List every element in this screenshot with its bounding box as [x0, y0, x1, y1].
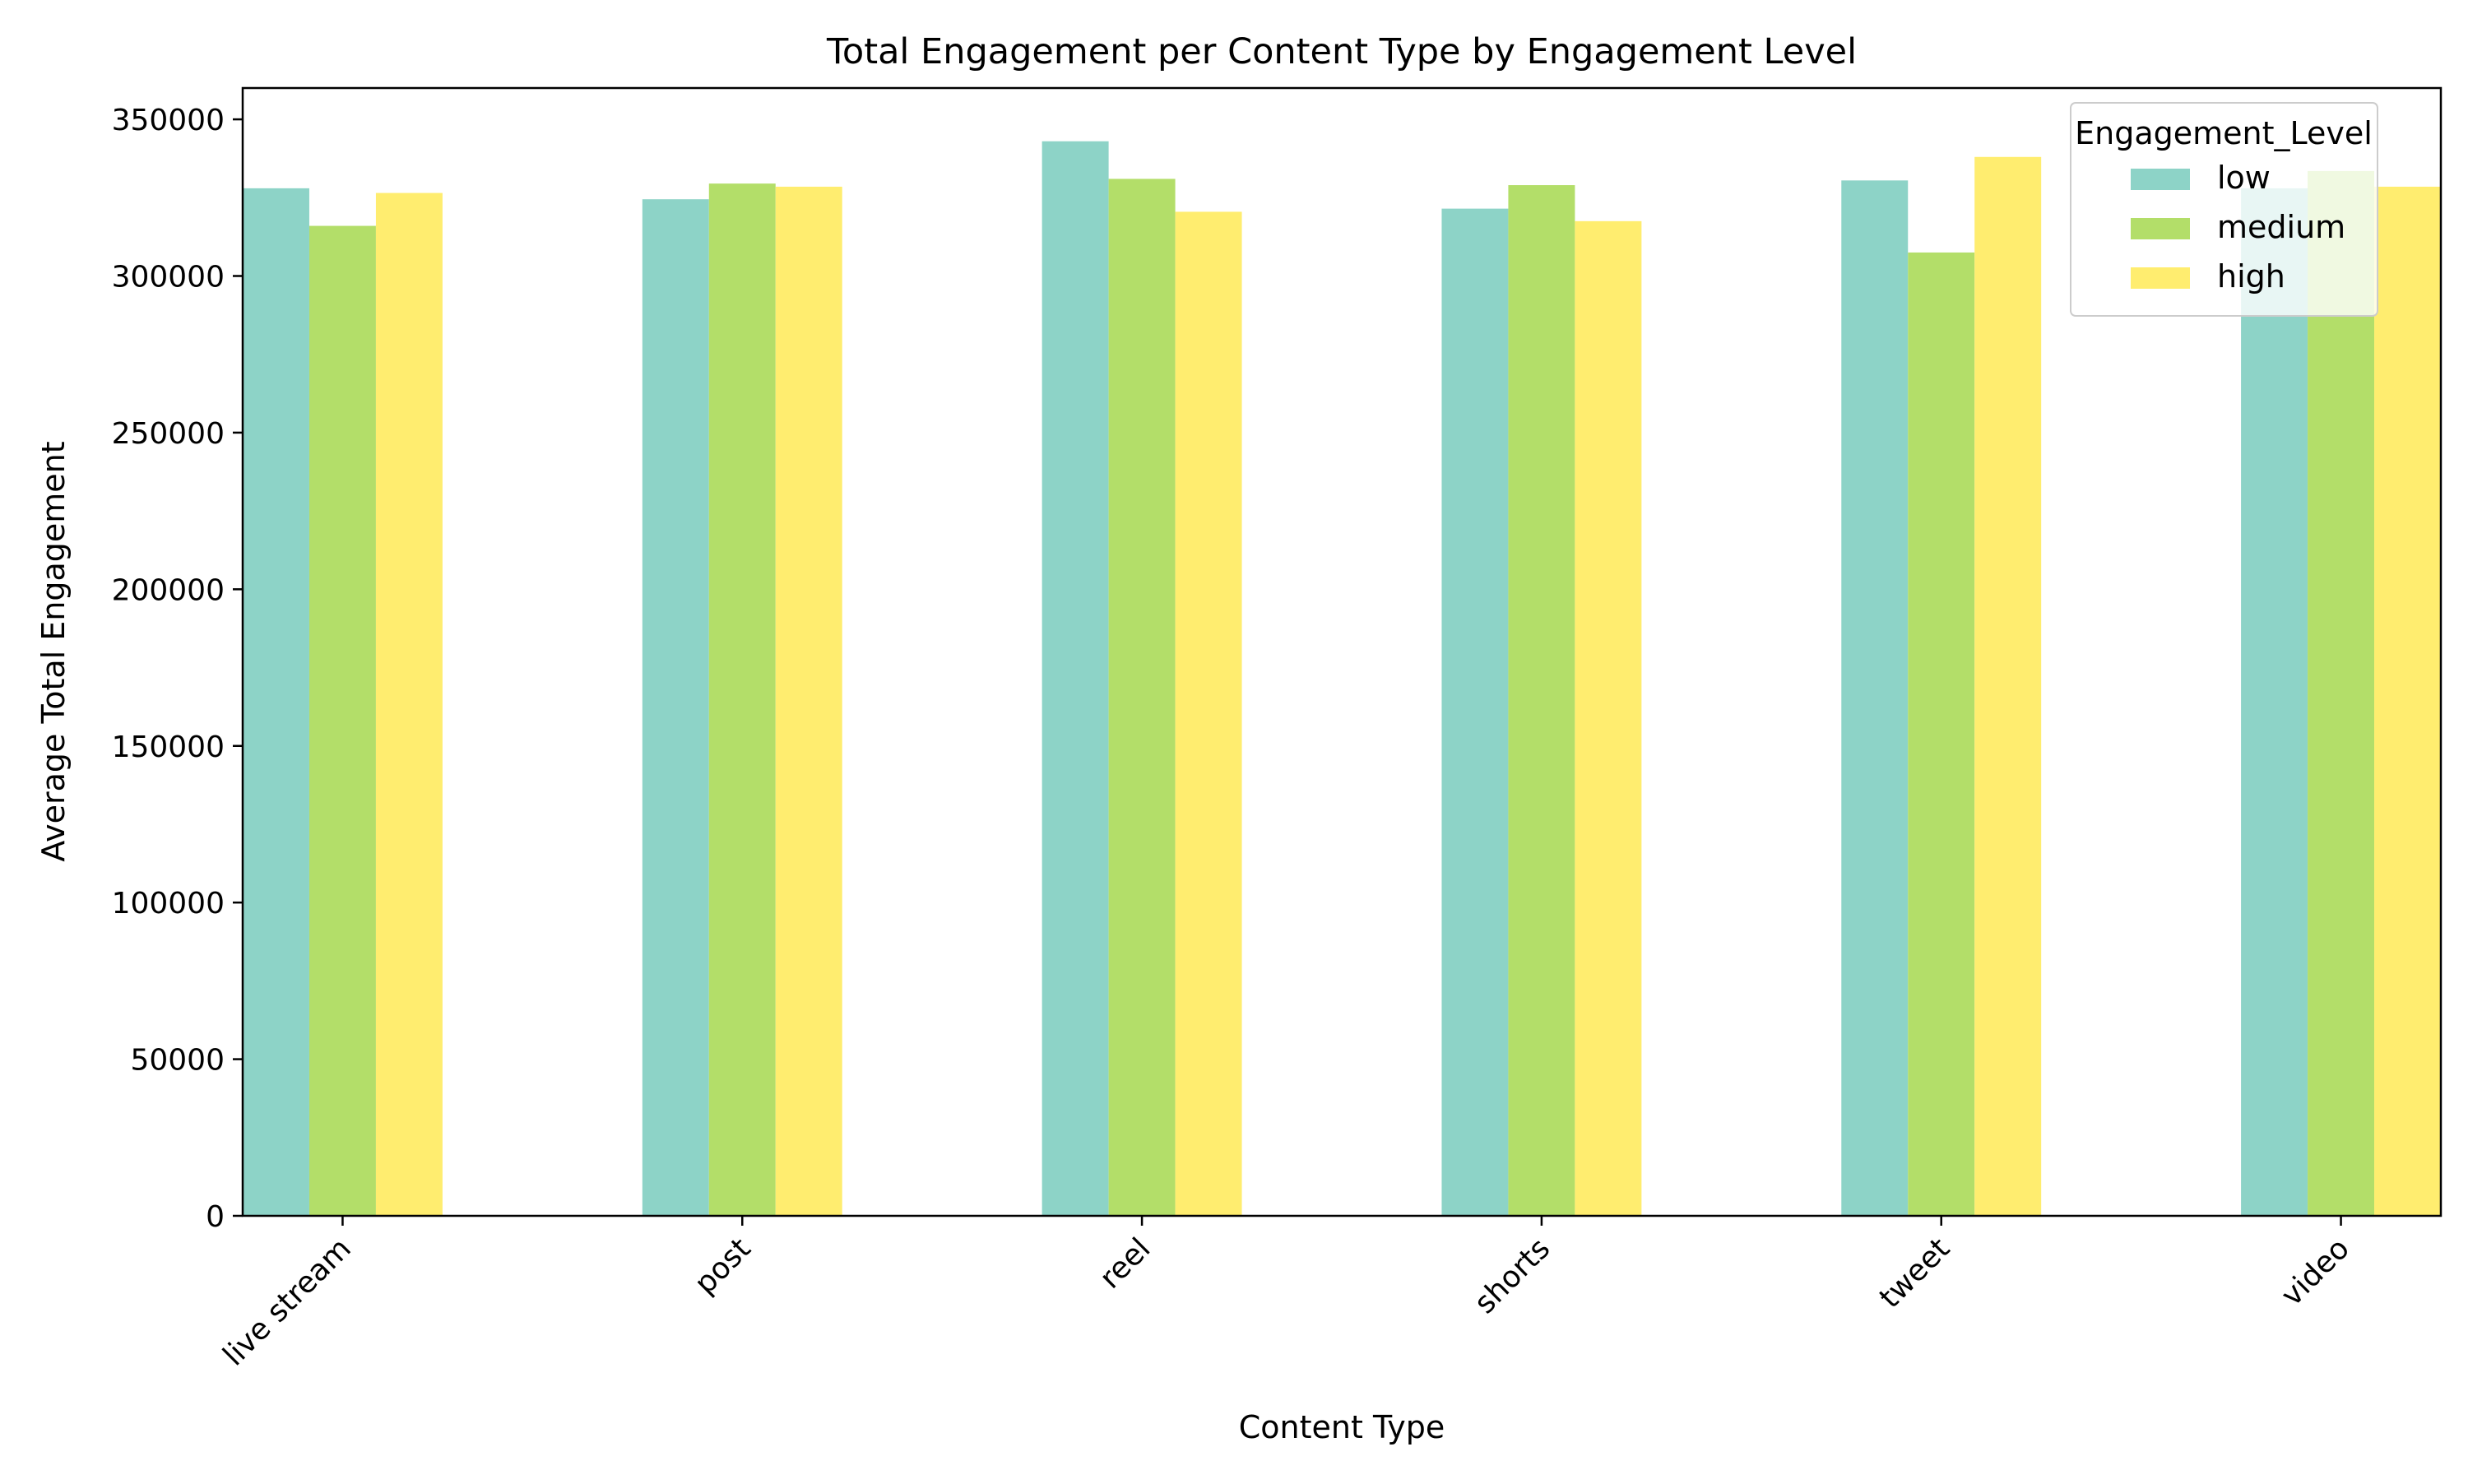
bar-medium-video: [2308, 170, 2375, 1216]
bar-medium-shorts: [1508, 185, 1575, 1216]
x-tick-label: video: [2275, 1231, 2356, 1313]
y-tick-label: 0: [206, 1200, 225, 1234]
plot-frame: [241, 86, 2442, 1217]
bar-medium-tweet: [1908, 252, 1975, 1217]
bar-low-tweet: [1841, 180, 1909, 1217]
bar-high-video: [2374, 186, 2441, 1217]
x-axis: live stream post reel shorts tweet video: [217, 1216, 2356, 1373]
legend-label-low: low: [2217, 160, 2271, 196]
y-axis: 0 50000 100000 150000 200000 250000 300000 3500…: [112, 104, 243, 1234]
y-tick-label: 350000: [112, 104, 225, 137]
bar-low-live-stream: [243, 188, 309, 1216]
legend: Engagement_Level low medium high: [2070, 102, 2378, 317]
y-tick-label: 250000: [112, 417, 225, 451]
bar-low-video: [2241, 188, 2308, 1216]
bar-high-shorts: [1575, 220, 1642, 1217]
x-tick-label: tweet: [1873, 1231, 1956, 1315]
y-tick-label: 300000: [112, 261, 225, 294]
legend-swatch-medium: [2131, 218, 2190, 239]
legend-label-high: high: [2217, 258, 2285, 294]
bar-high-reel: [1175, 211, 1242, 1217]
x-tick-label: live stream: [217, 1231, 358, 1372]
bar-low-reel: [1041, 141, 1109, 1217]
legend-swatch-low: [2131, 169, 2190, 190]
y-tick-label: 100000: [112, 887, 225, 921]
legend-title: Engagement_Level: [2075, 115, 2373, 151]
bar-high-post: [775, 186, 842, 1217]
bar-high-live-stream: [375, 192, 443, 1217]
y-axis-label: Average Total Engagement: [35, 441, 72, 861]
x-tick-label: shorts: [1468, 1231, 1557, 1320]
legend-items: low medium high: [2131, 160, 2345, 294]
x-axis-label: Content Type: [1239, 1409, 1445, 1445]
bar-medium-reel: [1108, 179, 1176, 1217]
bar-medium-post: [708, 183, 776, 1216]
legend-label-medium: medium: [2217, 209, 2345, 245]
y-tick-label: 50000: [130, 1044, 225, 1078]
y-tick-label: 150000: [112, 730, 225, 764]
bar-high-tweet: [1974, 156, 2042, 1216]
y-tick-label: 200000: [112, 573, 225, 607]
x-tick-label: post: [689, 1231, 758, 1301]
x-tick-label: reel: [1093, 1231, 1157, 1295]
bar-medium-live-stream: [308, 225, 376, 1216]
bar-low-post: [642, 199, 709, 1217]
bars-layer: [243, 141, 2441, 1217]
legend-swatch-high: [2131, 267, 2190, 289]
legend-box: [2070, 102, 2378, 317]
chart-title: Total Engagement per Content Type by Eng…: [826, 31, 1857, 72]
bar-low-shorts: [1441, 208, 1509, 1216]
